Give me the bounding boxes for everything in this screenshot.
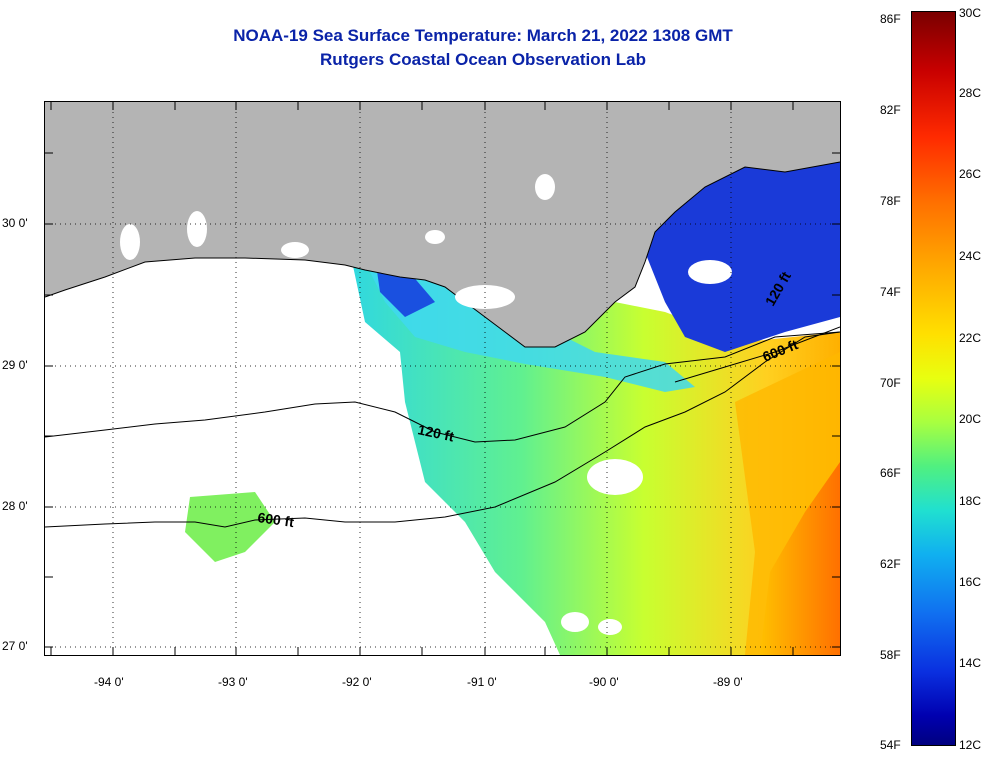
latitude-label: 28 0' <box>2 499 28 513</box>
contour-600ft-north <box>674 326 840 383</box>
longitude-label: -89 0' <box>713 675 743 689</box>
lake-no-data <box>535 174 555 200</box>
lake-no-data <box>120 224 140 260</box>
colorbar-celsius-label: 26C <box>959 167 982 181</box>
contour-label: 600 ft <box>257 509 296 530</box>
colorbar-fahrenheit-label: 74F <box>880 285 901 299</box>
colorbar-celsius-label: 18C <box>959 494 982 508</box>
latitude-label: 30 0' <box>2 216 28 230</box>
colorbar-fahrenheit-label: 86F <box>880 12 901 26</box>
colorbar-celsius-label: 22C <box>959 331 982 345</box>
cloud-no-data <box>688 260 732 284</box>
land-mass <box>45 102 840 347</box>
latitude-label: 27 0' <box>2 639 28 653</box>
sst-map[interactable]: 120 ft 600 ft 600 ft 120 ft <box>44 101 841 656</box>
colorbar-fahrenheit-label: 78F <box>880 194 901 208</box>
cloud-no-data <box>561 612 589 632</box>
colorbar-celsius-label: 24C <box>959 249 982 263</box>
longitude-label: -93 0' <box>218 675 248 689</box>
colorbar-fahrenheit-label: 70F <box>880 376 901 390</box>
cloud-no-data <box>598 619 622 635</box>
contour-label: 120 ft <box>416 421 455 444</box>
graticule <box>45 102 840 655</box>
colorbar-fahrenheit-label: 54F <box>880 738 901 752</box>
longitude-label: -91 0' <box>467 675 497 689</box>
latitude-label: 29 0' <box>2 358 28 372</box>
lake-no-data <box>187 211 207 247</box>
colorbar-fahrenheit-label: 58F <box>880 648 901 662</box>
contour-600ft <box>45 331 840 528</box>
colorbar-celsius-label: 20C <box>959 412 982 426</box>
temperature-colorbar <box>911 11 956 746</box>
colorbar-celsius-label: 28C <box>959 86 982 100</box>
colorbar-celsius-label: 14C <box>959 656 982 670</box>
contour-120ft <box>45 331 840 443</box>
sst-west-patch <box>185 492 275 562</box>
longitude-label: -94 0' <box>94 675 124 689</box>
lake-no-data <box>281 242 309 258</box>
frame-ticks <box>45 102 840 655</box>
longitude-label: -92 0' <box>342 675 372 689</box>
colorbar-fahrenheit-label: 62F <box>880 557 901 571</box>
cloud-no-data <box>587 459 643 495</box>
map-subtitle: Rutgers Coastal Ocean Observation Lab <box>320 50 646 69</box>
longitude-label: -90 0' <box>589 675 619 689</box>
colorbar-fahrenheit-label: 82F <box>880 103 901 117</box>
colorbar-celsius-label: 16C <box>959 575 982 589</box>
sst-warm-core <box>760 462 840 655</box>
lake-no-data <box>425 230 445 244</box>
sst-cold-delta <box>645 157 840 352</box>
colorbar-celsius-label: 30C <box>959 6 982 20</box>
colorbar-celsius-label: 12C <box>959 738 982 752</box>
colorbar-fahrenheit-label: 66F <box>880 466 901 480</box>
map-title: NOAA-19 Sea Surface Temperature: March 2… <box>233 26 733 45</box>
